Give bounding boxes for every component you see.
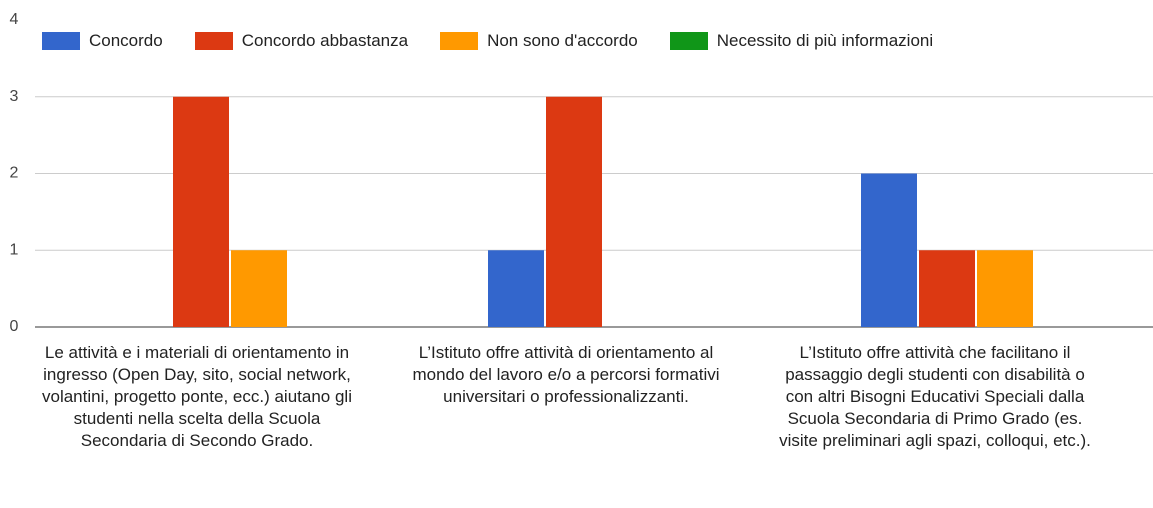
y-tick-label: 3 [10, 88, 19, 105]
y-tick-label: 0 [10, 318, 19, 335]
legend: Concordo Concordo abbastanza Non sono d'ac… [42, 31, 965, 51]
bar [488, 250, 544, 327]
y-tick-label: 2 [10, 165, 19, 182]
bar [546, 96, 602, 327]
legend-label: Concordo abbastanza [241, 31, 409, 50]
bar [977, 250, 1033, 327]
legend-label: Non sono d'accordo [487, 31, 638, 50]
legend-item: Concordo [42, 31, 163, 51]
y-tick-label: 1 [10, 241, 19, 258]
legend-item: Necessito di più informazioni [669, 31, 934, 51]
legend-item: Concordo abbastanza [194, 31, 409, 51]
legend-swatch [194, 32, 233, 50]
legend-label: Necessito di più informazioni [716, 31, 934, 50]
legend-item: Non sono d'accordo [440, 31, 638, 51]
bar [231, 250, 287, 327]
legend-label: Concordo [89, 31, 163, 50]
bar [919, 250, 975, 327]
x-tick-label: L’Istituto offre attività di orientament… [412, 343, 720, 406]
legend-swatch [440, 32, 479, 50]
legend-swatch [42, 32, 80, 50]
x-tick-label: L’Istituto offre attività che facilitano… [779, 343, 1091, 450]
y-tick-label: 4 [10, 11, 19, 28]
x-tick-label: Le attività e i materiali di orientament… [42, 343, 352, 450]
bar [861, 173, 917, 327]
bar [173, 96, 229, 327]
legend-swatch [669, 32, 708, 50]
